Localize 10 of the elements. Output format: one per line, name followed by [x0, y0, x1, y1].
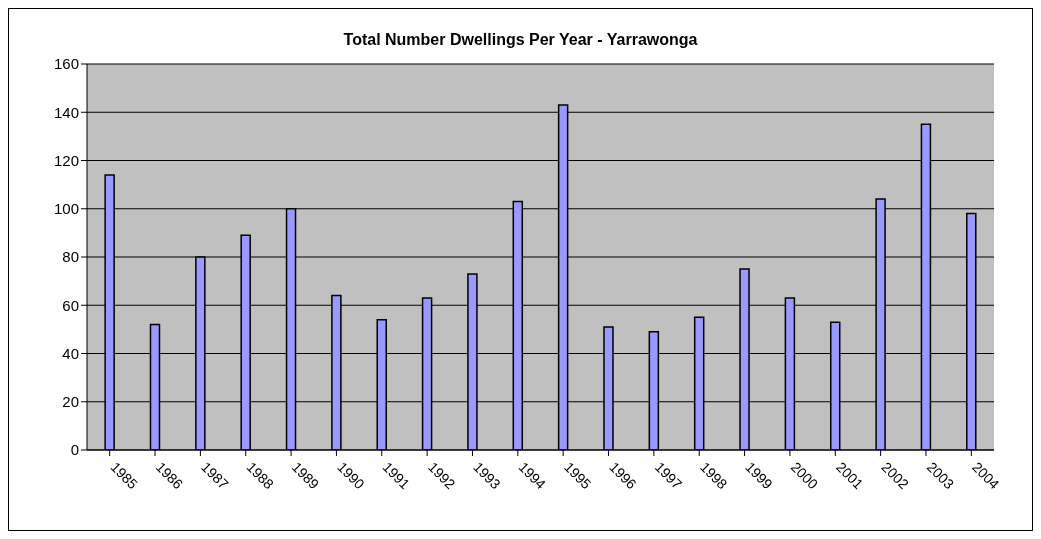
y-tick-label: 140 — [53, 103, 79, 121]
y-tick-label: 120 — [53, 151, 79, 169]
y-tick-label: 160 — [53, 55, 79, 73]
y-tick-label: 80 — [62, 248, 79, 266]
y-tick-label: 60 — [62, 296, 79, 314]
y-tick-label: 100 — [53, 200, 79, 218]
y-tick-label: 40 — [62, 344, 79, 362]
y-tick-label: 0 — [70, 441, 79, 459]
y-tick-label: 20 — [62, 393, 79, 411]
chart-title: Total Number Dwellings Per Year - Yarrawonga — [342, 31, 699, 49]
